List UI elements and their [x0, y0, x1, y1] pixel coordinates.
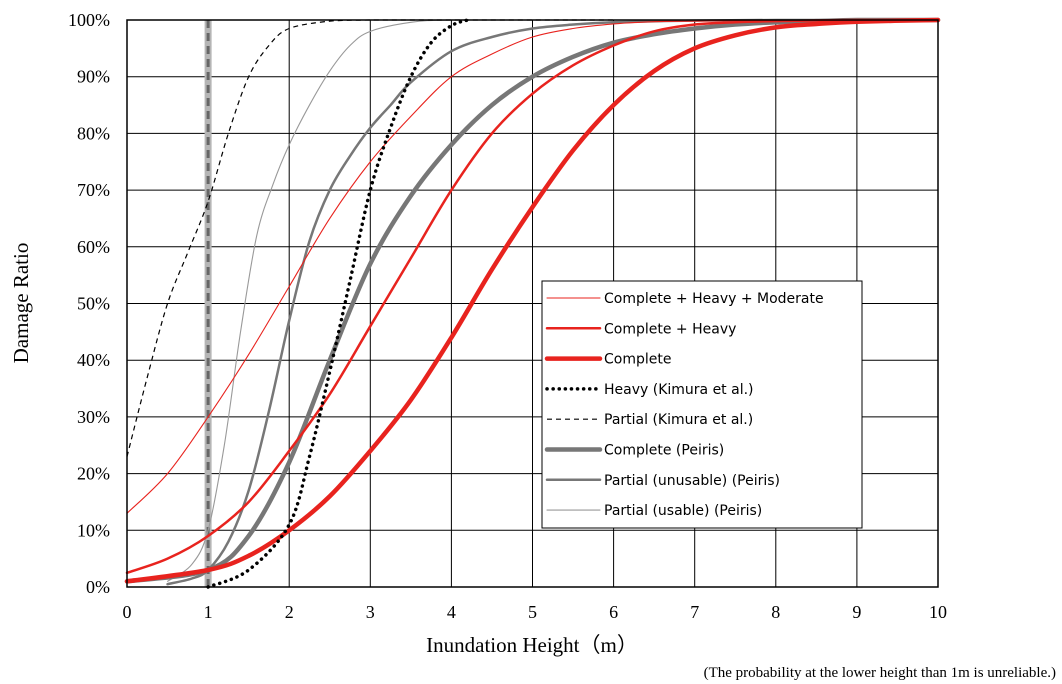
- legend-label-1: Complete + Heavy: [604, 321, 736, 337]
- legend-label-4: Partial (Kimura et al.): [604, 412, 753, 428]
- y-tick-label: 10%: [77, 520, 110, 540]
- legend-box: [541, 280, 863, 529]
- x-tick-label: 6: [609, 602, 618, 622]
- y-tick-label: 80%: [77, 123, 110, 143]
- reliability-note: (The probability at the lower height tha…: [704, 665, 1056, 681]
- y-tick-label: 90%: [77, 67, 110, 87]
- x-tick-label: 5: [528, 602, 537, 622]
- x-tick-label: 7: [690, 602, 699, 622]
- y-tick-label: 60%: [77, 237, 110, 257]
- legend-label-5: Complete (Peiris): [604, 443, 724, 459]
- legend: Complete + Heavy + Moderate Complete + He…: [541, 280, 863, 529]
- x-tick-label: 8: [771, 602, 780, 622]
- y-tick-label: 0%: [86, 577, 110, 597]
- y-tick-label: 20%: [77, 464, 110, 484]
- series-line-2: [124, 17, 941, 584]
- legend-label-0: Complete + Heavy + Moderate: [604, 291, 824, 307]
- legend-label-3: Heavy (Kimura et al.): [604, 382, 754, 398]
- y-tick-label: 100%: [68, 10, 110, 30]
- plot-frame: [126, 19, 939, 588]
- series-line-3: [206, 18, 470, 589]
- x-tick-label: 0: [123, 602, 132, 622]
- series-line-1: [125, 18, 940, 575]
- y-axis-title: Damage Ratio: [9, 243, 33, 364]
- x-tick-label: 3: [366, 602, 375, 622]
- x-axis-title: Inundation Height（m）: [426, 633, 638, 657]
- x-tick-label: 4: [447, 602, 456, 622]
- y-tick-label: 50%: [77, 294, 110, 314]
- tick-labels: 0 1 2 3 4 5 6 7 8 9 100%10%20%30%40%50%60%70%80%90…: [68, 10, 947, 622]
- x-tick-label: 1: [204, 602, 213, 622]
- y-tick-label: 70%: [77, 180, 110, 200]
- x-tick-label: 9: [852, 602, 861, 622]
- y-tick-label: 40%: [77, 350, 110, 370]
- legend-label-6: Partial (unusable) (Peiris): [604, 473, 780, 489]
- legend-label-7: Partial (usable) (Peiris): [604, 503, 762, 519]
- x-tick-label: 10: [929, 602, 947, 622]
- legend-label-2: Complete: [604, 352, 671, 368]
- y-tick-label: 30%: [77, 407, 110, 427]
- x-tick-label: 2: [285, 602, 294, 622]
